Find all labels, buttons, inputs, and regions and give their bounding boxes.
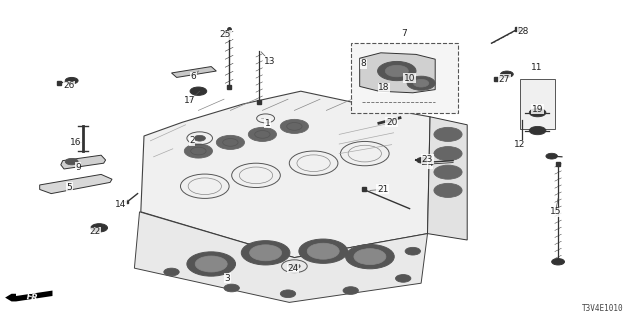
Text: 25: 25 (220, 30, 231, 39)
Circle shape (354, 249, 386, 265)
Text: 8: 8 (361, 60, 366, 68)
Circle shape (164, 268, 179, 276)
Text: 1: 1 (265, 119, 270, 128)
Polygon shape (40, 174, 112, 194)
Circle shape (187, 252, 236, 276)
Text: 14: 14 (115, 200, 126, 209)
Circle shape (216, 135, 244, 149)
Text: 2: 2 (189, 136, 195, 145)
Circle shape (343, 287, 358, 294)
Text: 23: 23 (422, 155, 433, 164)
FancyBboxPatch shape (351, 43, 458, 113)
Text: 28: 28 (518, 27, 529, 36)
Text: 3: 3 (225, 274, 230, 283)
Text: 22: 22 (89, 228, 100, 236)
Circle shape (434, 183, 462, 197)
Text: 11: 11 (531, 63, 542, 72)
Polygon shape (134, 212, 428, 302)
Circle shape (552, 259, 564, 265)
Circle shape (529, 126, 546, 135)
Text: 7: 7 (402, 29, 407, 38)
Circle shape (91, 224, 108, 232)
Circle shape (241, 241, 290, 265)
Text: T3V4E1010: T3V4E1010 (582, 304, 624, 313)
Polygon shape (5, 294, 16, 301)
Text: 6: 6 (191, 72, 196, 81)
Circle shape (346, 244, 394, 269)
Circle shape (407, 76, 435, 90)
Circle shape (385, 65, 408, 77)
Circle shape (396, 275, 411, 282)
Circle shape (195, 256, 227, 272)
Text: 13: 13 (264, 57, 276, 66)
Text: 16: 16 (70, 138, 81, 147)
Circle shape (299, 239, 348, 263)
Polygon shape (172, 67, 216, 77)
Polygon shape (428, 117, 467, 240)
Circle shape (500, 71, 513, 77)
Circle shape (280, 119, 308, 133)
Text: 17: 17 (184, 96, 195, 105)
Circle shape (413, 79, 429, 87)
Circle shape (248, 127, 276, 141)
Circle shape (184, 144, 212, 158)
Polygon shape (360, 53, 435, 93)
Circle shape (224, 284, 239, 292)
Circle shape (378, 61, 416, 81)
Circle shape (529, 108, 546, 117)
Circle shape (307, 243, 339, 259)
Text: 4: 4 (428, 159, 433, 168)
Text: 15: 15 (550, 207, 561, 216)
Polygon shape (16, 291, 52, 301)
Circle shape (434, 165, 462, 179)
Text: 26: 26 (63, 81, 75, 90)
Circle shape (250, 245, 282, 261)
Text: 9: 9 (76, 163, 81, 172)
Circle shape (417, 157, 428, 163)
Text: 24: 24 (287, 264, 299, 273)
Text: FR.: FR. (25, 292, 42, 304)
Circle shape (194, 135, 205, 141)
Text: 12: 12 (514, 140, 525, 149)
Text: 20: 20 (386, 118, 397, 127)
Polygon shape (61, 155, 106, 169)
Circle shape (65, 77, 78, 84)
Polygon shape (141, 91, 430, 258)
Circle shape (434, 147, 462, 161)
Circle shape (289, 263, 300, 269)
Circle shape (405, 247, 420, 255)
Circle shape (190, 87, 207, 95)
Circle shape (280, 290, 296, 298)
Circle shape (65, 158, 78, 165)
Text: 19: 19 (532, 105, 543, 114)
Circle shape (434, 127, 462, 141)
Text: 10: 10 (404, 74, 415, 83)
Circle shape (546, 153, 557, 159)
FancyBboxPatch shape (520, 79, 555, 129)
Text: 18: 18 (378, 84, 390, 92)
Text: 5: 5 (67, 183, 72, 192)
Text: 21: 21 (377, 185, 388, 194)
Text: 27: 27 (499, 75, 510, 84)
